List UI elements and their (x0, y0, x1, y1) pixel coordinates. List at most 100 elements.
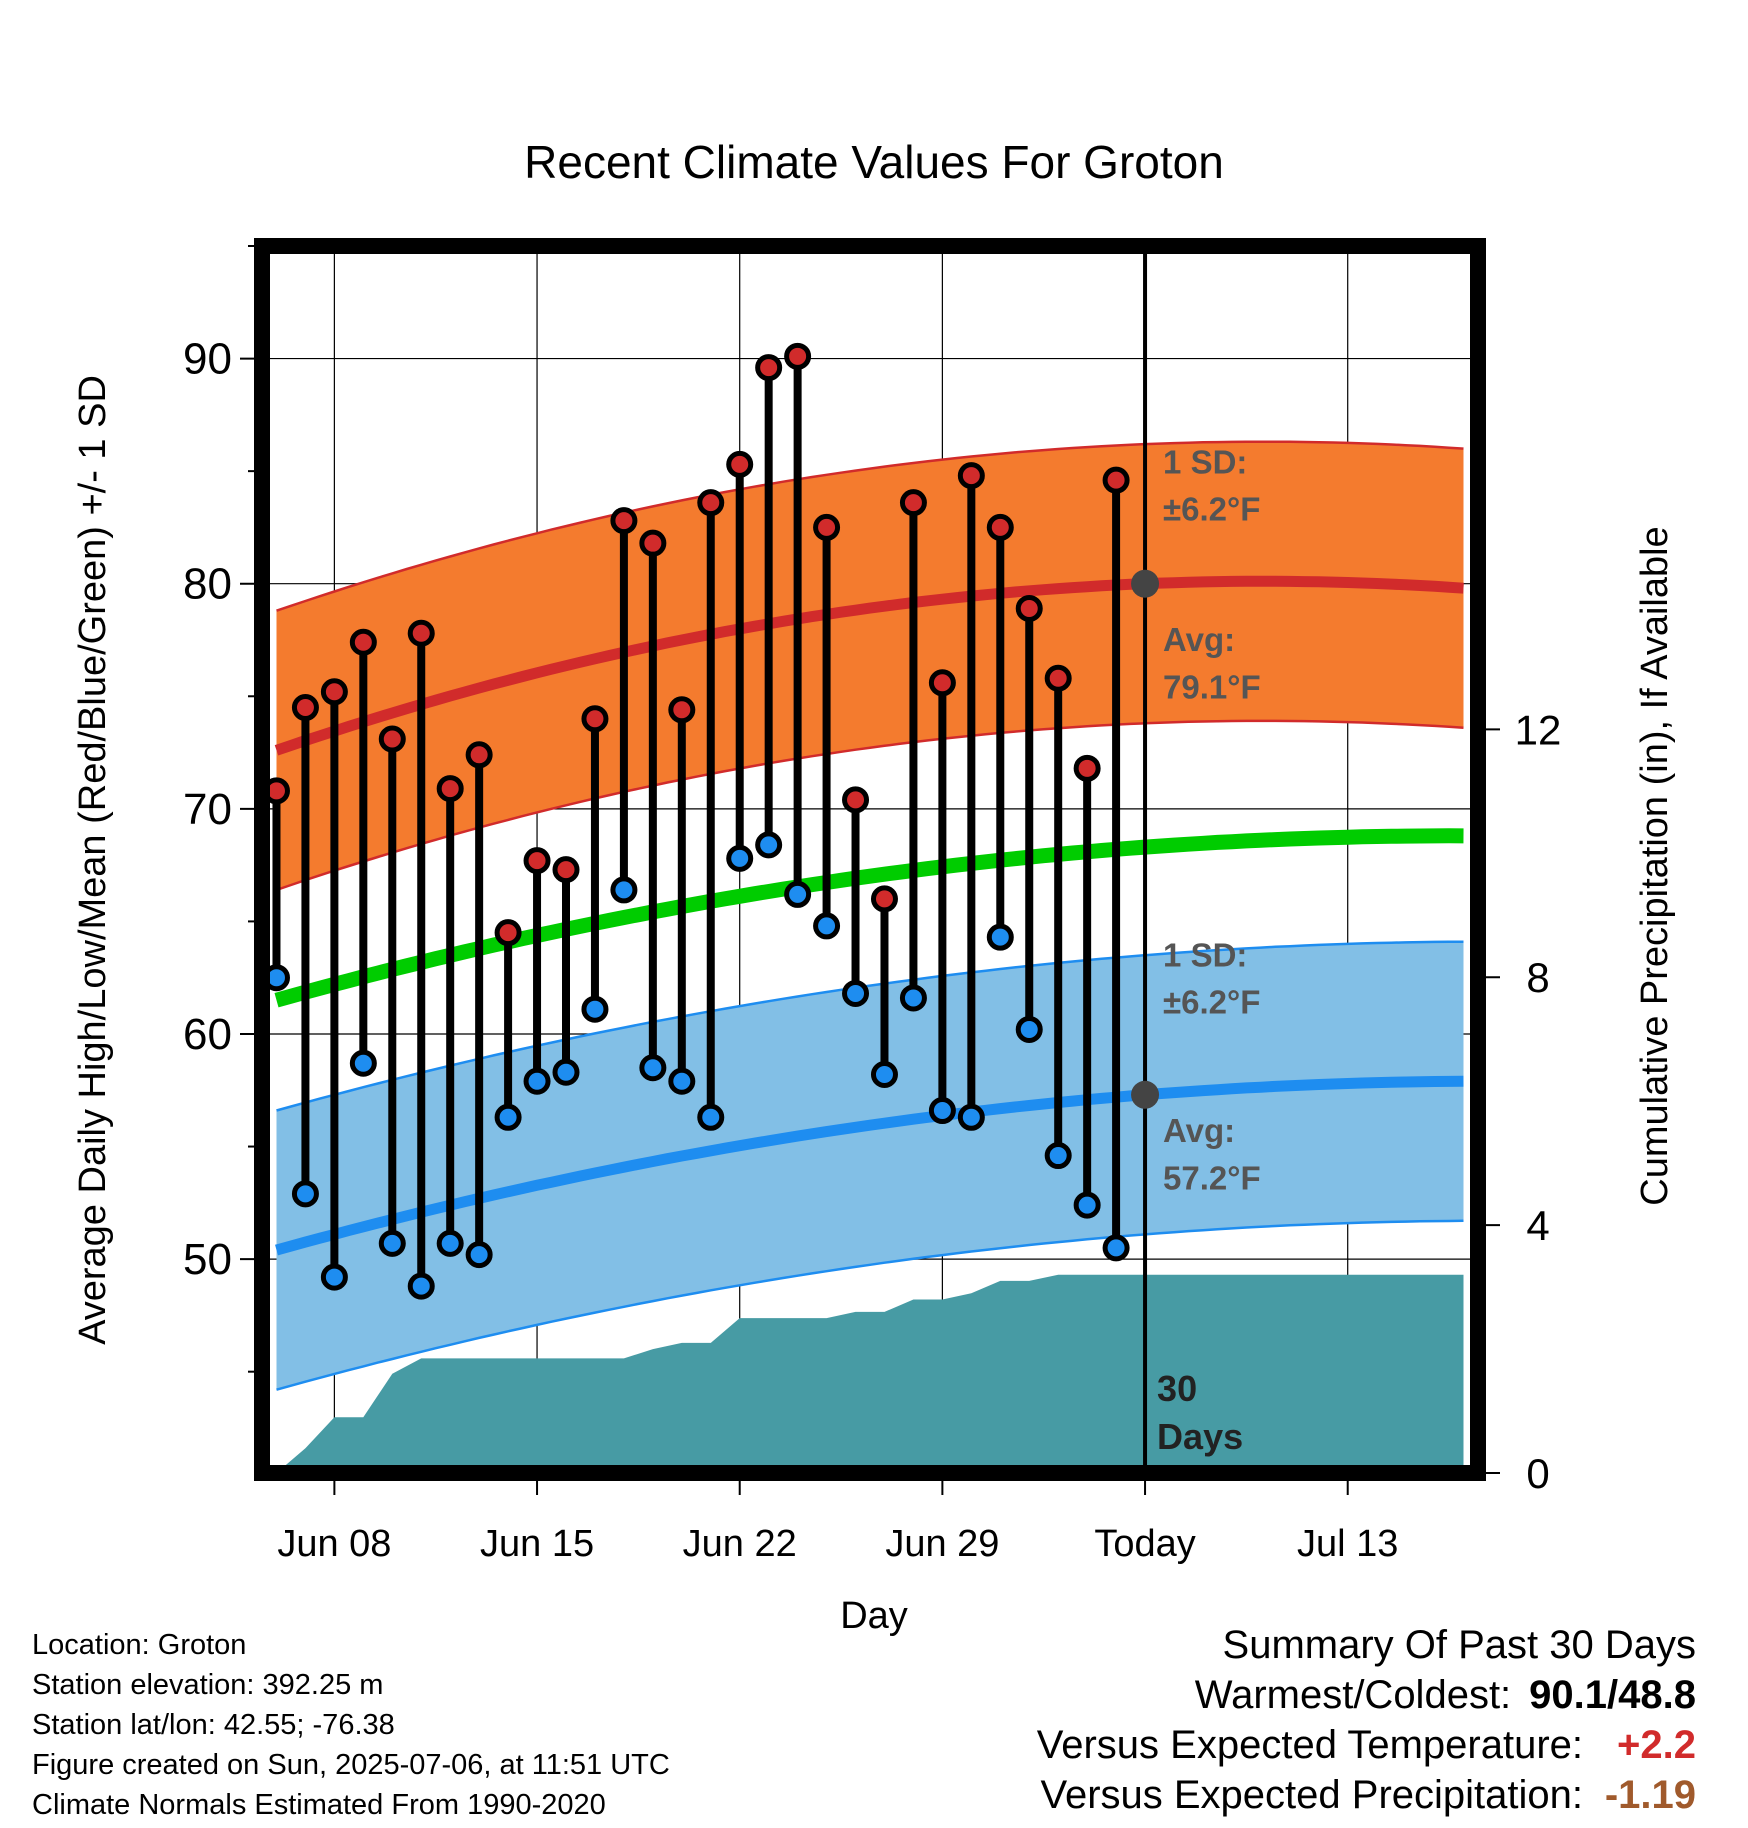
daily-low-point (494, 1103, 522, 1131)
daily-low-point (581, 995, 609, 1023)
low-sd-label: 1 SD: (1163, 936, 1247, 973)
daily-low-point (610, 876, 638, 904)
daily-low-point (349, 1049, 377, 1077)
daily-low-point (726, 844, 754, 872)
normal-mean-line (274, 828, 1464, 1008)
warm-cold-row: Warmest/Coldest: 90.1/48.8 (1037, 1670, 1696, 1720)
location-text: Location: Groton (32, 1629, 247, 1661)
temp-row: Versus Expected Temperature: +2.2 (1037, 1720, 1696, 1770)
daily-low-point (899, 984, 927, 1012)
daily-high-point (755, 354, 783, 382)
today-high-normal-marker (1131, 569, 1160, 598)
daily-low-point (697, 1103, 725, 1131)
daily-low-point (1102, 1234, 1130, 1262)
daily-high-point (465, 741, 493, 769)
y-tick-label: 70 (183, 785, 232, 834)
daily-low-point (465, 1241, 493, 1269)
precip-value: -1.19 (1604, 1773, 1696, 1817)
daily-high-point (1073, 754, 1101, 782)
y2-tick-label: 4 (1526, 1202, 1549, 1249)
daily-low-point (1044, 1142, 1072, 1170)
normal-high-line (274, 575, 1464, 756)
high-sd-label: 1 SD: (1163, 443, 1247, 480)
daily-low-point (639, 1054, 667, 1082)
daily-low-point (813, 912, 841, 940)
today-low-normal-marker (1131, 1080, 1160, 1109)
plot-area: 1 SD: ±6.2°F Avg: 79.1°F 1 SD: ±6.2°F Avg: 57.2… (262, 246, 1478, 1473)
station-info: Location: Groton Station elevation: 392.… (32, 1625, 670, 1825)
high-sd-lower-line (276, 719, 1464, 892)
daily-low-point (1015, 1015, 1043, 1043)
daily-low-point (755, 831, 783, 859)
summary-title: Summary Of Past 30 Days (1222, 1623, 1696, 1667)
y-tick-label: 80 (183, 560, 232, 609)
normal-low-line (275, 1075, 1464, 1256)
warm-cold-label: Warmest/Coldest: (1194, 1673, 1512, 1717)
daily-low-point (1073, 1191, 1101, 1219)
high-sd-band (276, 441, 1464, 890)
daily-high-point (899, 489, 927, 517)
daily-low-point (986, 923, 1014, 951)
daily-low-point (320, 1263, 348, 1291)
daily-high-point (870, 885, 898, 913)
warm-cold-value: 90.1/48.8 (1529, 1673, 1696, 1717)
daily-low-point (407, 1272, 435, 1300)
summary-panel: Summary Of Past 30 Days Warmest/Coldest:… (1037, 1620, 1696, 1820)
plot-frame (254, 238, 1486, 1481)
daily-high-point (813, 513, 841, 541)
days-word-label: Days (1157, 1416, 1243, 1457)
y2-tick-label: 0 (1526, 1450, 1549, 1497)
y2-tick-label: 12 (1515, 706, 1562, 753)
low-sd-upper-line (276, 940, 1464, 1112)
x-tick-label: Today (1094, 1523, 1195, 1565)
daily-low-point (291, 1180, 319, 1208)
days-count-label: 30 (1157, 1368, 1197, 1409)
daily-high-point (784, 342, 812, 370)
daily-low-point (668, 1067, 696, 1095)
daily-low-point (436, 1229, 464, 1257)
created-text: Figure created on Sun, 2025-07-06, at 11… (32, 1749, 670, 1781)
daily-high-point (1015, 594, 1043, 622)
daily-high-point (378, 725, 406, 753)
daily-high-point (407, 619, 435, 647)
x-tick-label: Jun 15 (480, 1523, 594, 1565)
daily-low-point (784, 880, 812, 908)
daily-low-point (552, 1058, 580, 1086)
daily-high-point (639, 529, 667, 557)
low-avg-value: 57.2°F (1163, 1159, 1261, 1196)
y-tick-label: 60 (183, 1010, 232, 1059)
daily-high-point (1102, 466, 1130, 494)
low-avg-label: Avg: (1163, 1112, 1235, 1149)
daily-high-point (957, 462, 985, 490)
daily-high-point (668, 696, 696, 724)
x-tick-label: Jun 08 (277, 1523, 391, 1565)
daily-low-point (523, 1067, 551, 1095)
daily-high-point (726, 450, 754, 478)
latlon-text: Station lat/lon: 42.55; -76.38 (32, 1709, 395, 1741)
daily-high-point (986, 513, 1014, 541)
y2-tick-label: 8 (1526, 954, 1549, 1001)
daily-high-point (552, 856, 580, 884)
daily-low-point (928, 1097, 956, 1125)
precip-row: Versus Expected Precipitation: -1.19 (1037, 1770, 1696, 1820)
chart-title: Recent Climate Values For Groton (524, 136, 1224, 188)
high-sd-upper-line (276, 440, 1464, 612)
x-tick-label: Jun 22 (683, 1523, 797, 1565)
daily-high-point (320, 678, 348, 706)
low-sd-lower-line (276, 1219, 1464, 1391)
daily-high-point (436, 775, 464, 803)
daily-high-point (291, 694, 319, 722)
y2-axis-label: Cumulative Precipitation (in), If Availa… (1634, 526, 1676, 1205)
temp-value: +2.2 (1617, 1723, 1696, 1767)
daily-high-point (523, 847, 551, 875)
daily-low-point (842, 979, 870, 1007)
low-sd-value: ±6.2°F (1163, 984, 1260, 1021)
daily-high-point (1044, 664, 1072, 692)
precip-label: Versus Expected Precipitation: (1040, 1773, 1583, 1817)
normals-text: Climate Normals Estimated From 1990-2020 (32, 1789, 606, 1821)
daily-high-point (349, 628, 377, 656)
x-tick-label: Jun 29 (885, 1523, 999, 1565)
daily-low-point (378, 1229, 406, 1257)
daily-low-point (957, 1103, 985, 1131)
daily-high-point (494, 919, 522, 947)
